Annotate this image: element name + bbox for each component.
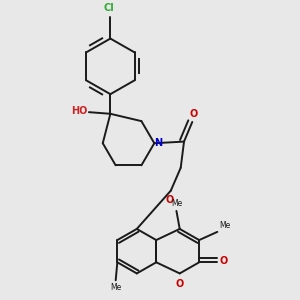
Text: Me: Me [171,199,182,208]
Text: O: O [176,279,184,289]
Text: Me: Me [110,283,121,292]
Text: Me: Me [219,221,230,230]
Text: O: O [165,195,173,205]
Text: O: O [190,109,198,119]
Text: O: O [220,256,228,266]
Text: HO: HO [71,106,87,116]
Text: N: N [154,138,163,148]
Text: Cl: Cl [103,3,114,14]
